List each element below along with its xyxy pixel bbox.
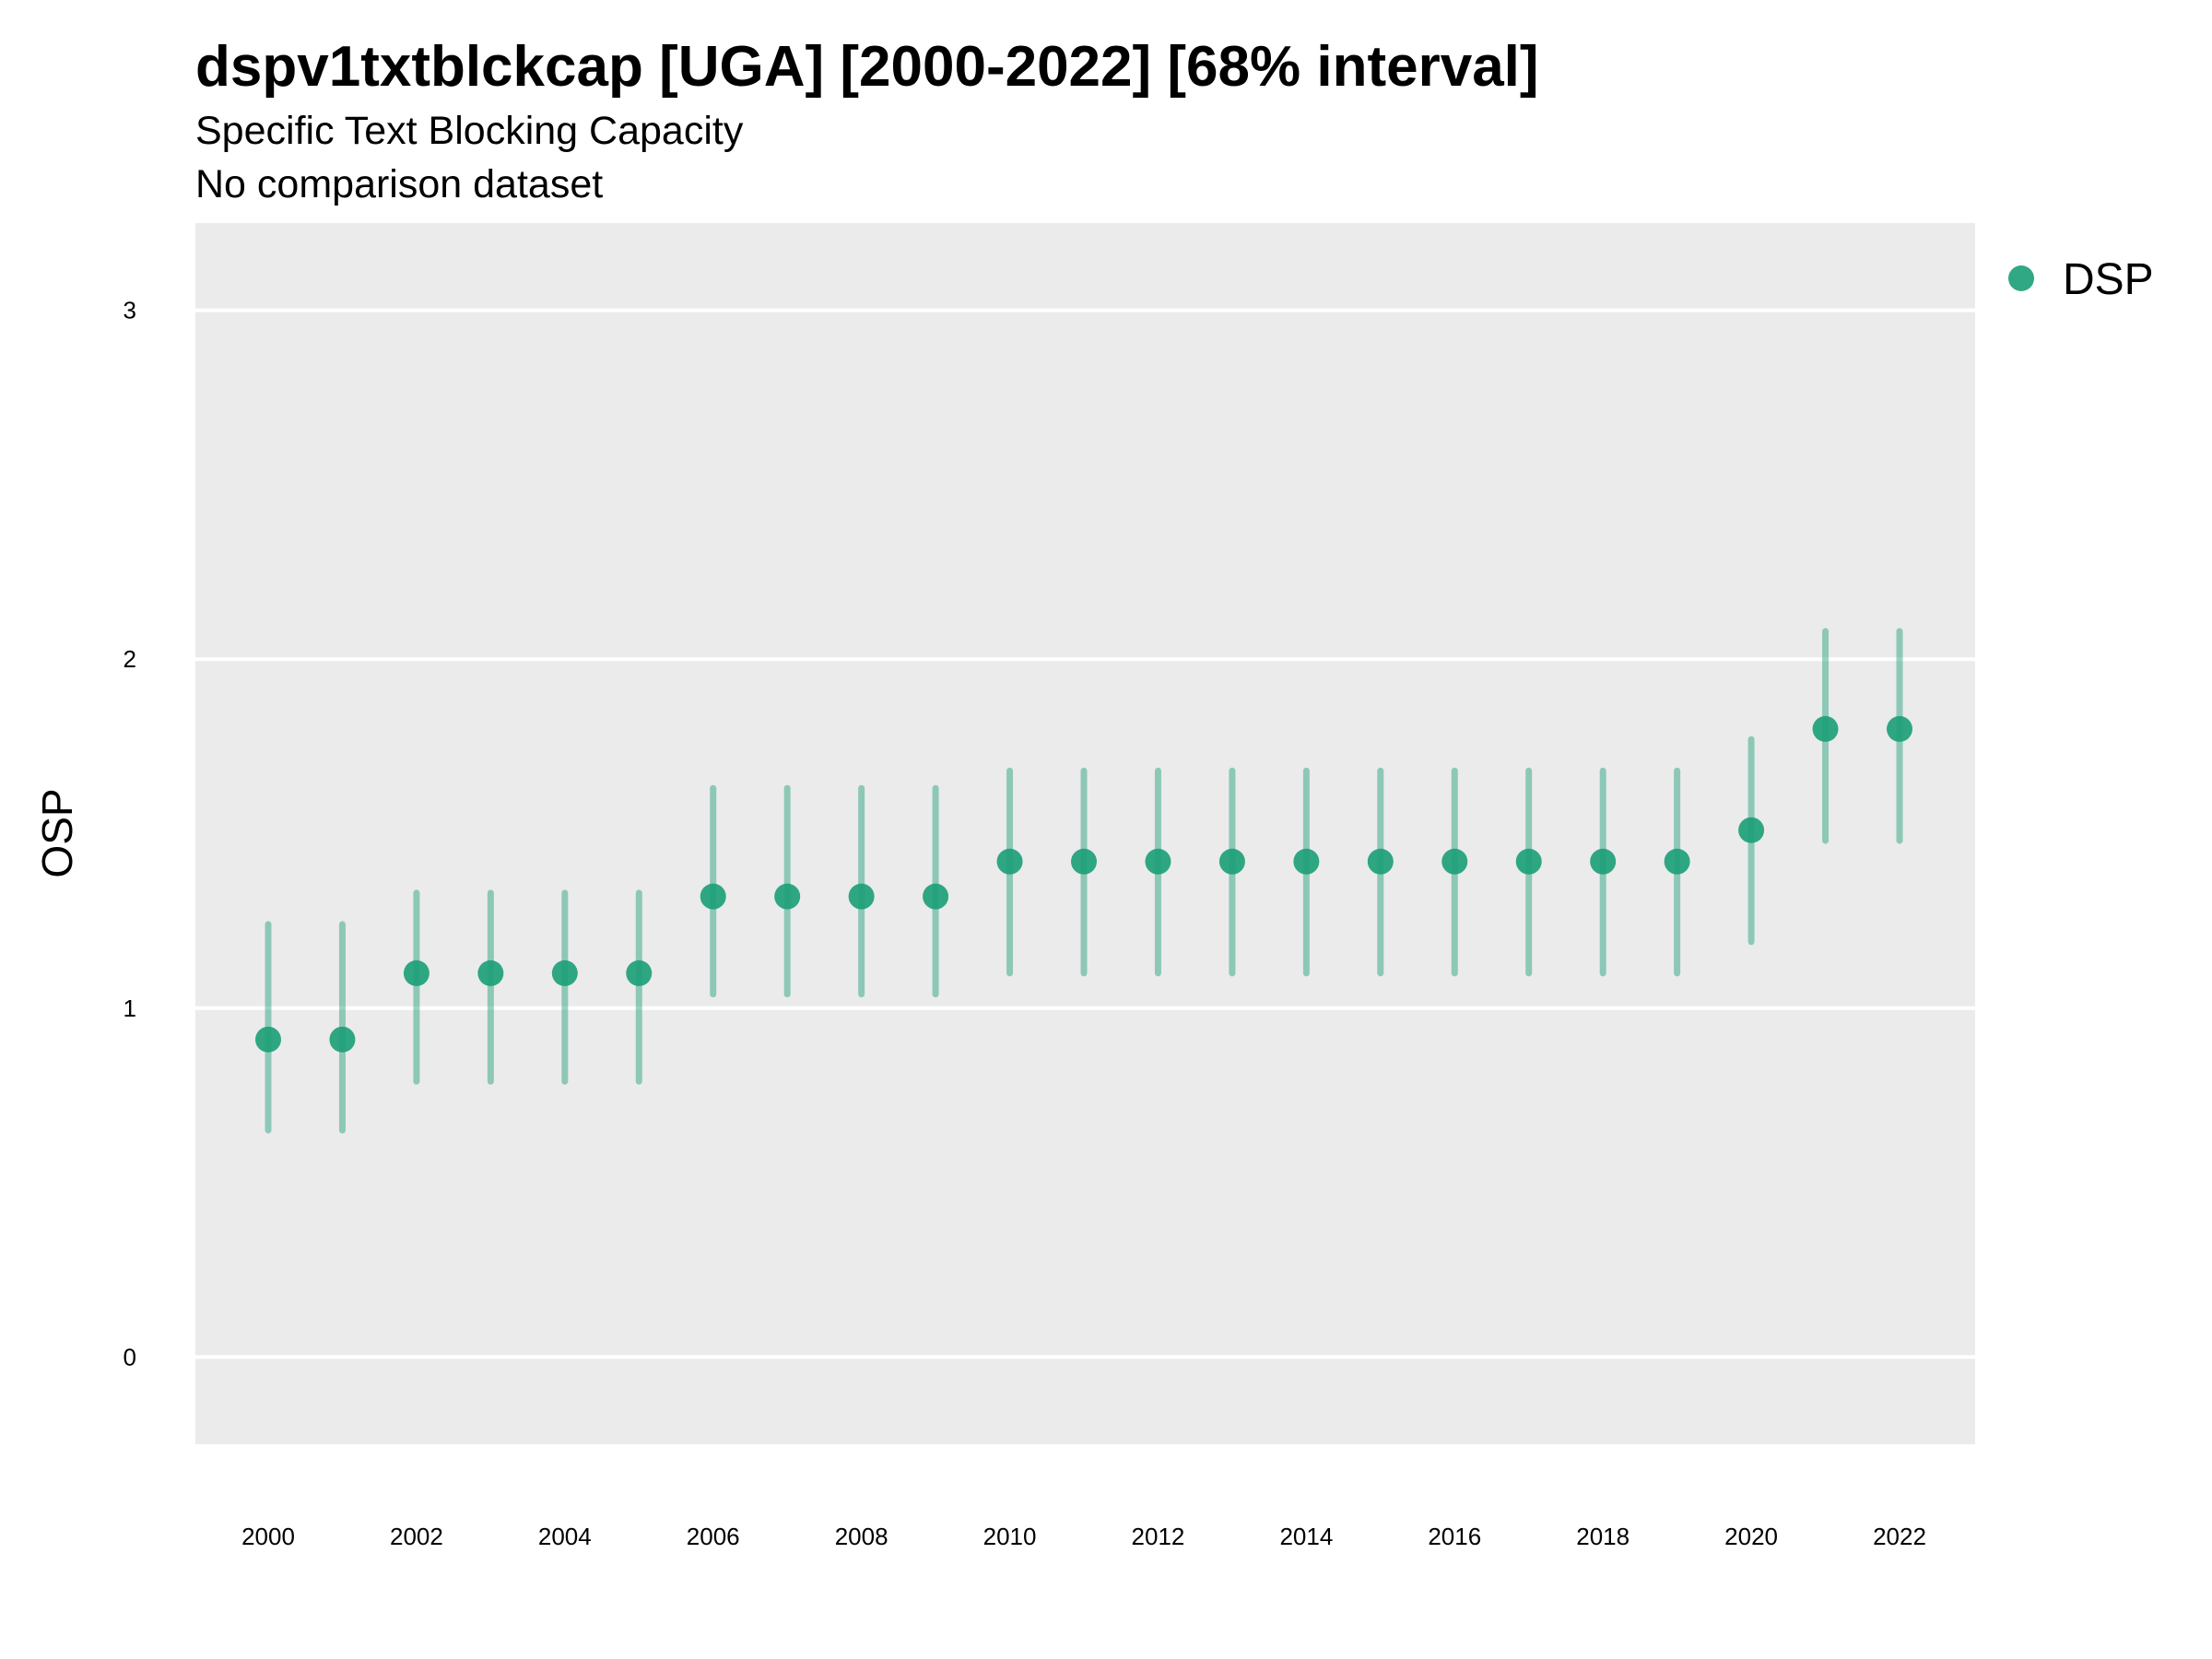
y-tick-label-2: 2 (124, 645, 136, 673)
data-point-2001 (329, 1026, 356, 1053)
data-point-2012 (1145, 848, 1171, 875)
data-point-2021 (1812, 715, 1839, 742)
y-tick-label-0: 0 (124, 1343, 136, 1371)
legend: DSP (2008, 255, 2154, 304)
data-point-2003 (477, 959, 504, 986)
x-tick-label-2006: 2006 (687, 1523, 740, 1550)
data-point-2005 (626, 959, 653, 986)
data-point-2006 (700, 883, 726, 910)
x-tick-label-2016: 2016 (1428, 1523, 1481, 1550)
x-tick-label-2008: 2008 (835, 1523, 888, 1550)
y-tick-label-1: 1 (124, 994, 136, 1022)
chart-subtitle: Specific Text Blocking Capacity (195, 109, 744, 153)
legend-label-dsp: DSP (2063, 255, 2154, 304)
data-point-2010 (996, 848, 1023, 875)
data-point-2007 (774, 883, 801, 910)
x-tick-label-2014: 2014 (1279, 1523, 1333, 1550)
data-point-2015 (1367, 848, 1394, 875)
data-point-2018 (1590, 848, 1617, 875)
x-tick-label-2010: 2010 (983, 1523, 1037, 1550)
x-tick-label-2000: 2000 (241, 1523, 295, 1550)
data-point-2008 (848, 883, 875, 910)
x-tick-label-2020: 2020 (1724, 1523, 1778, 1550)
grid-lines (195, 308, 1975, 1359)
x-tick-label-2018: 2018 (1576, 1523, 1630, 1550)
legend-marker-dsp (2008, 265, 2034, 291)
data-point-2009 (923, 883, 949, 910)
data-point-2019 (1664, 848, 1690, 875)
x-tick-labels: 2000 2002 2004 2006 2008 2010 2012 2014 2016 2018… (241, 1523, 1926, 1550)
data-series (255, 628, 1912, 1134)
series-dsp (255, 628, 1912, 1134)
data-point-2017 (1515, 848, 1542, 875)
data-point-2020 (1738, 817, 1765, 843)
x-tick-label-2012: 2012 (1132, 1523, 1185, 1550)
y-tick-label-3: 3 (124, 297, 136, 324)
data-point-2002 (403, 959, 429, 986)
data-point-2000 (255, 1026, 281, 1053)
data-point-2013 (1218, 848, 1245, 875)
data-point-2014 (1293, 848, 1320, 875)
y-tick-labels: 0 1 2 3 (124, 297, 136, 1371)
x-tick-label-2004: 2004 (538, 1523, 592, 1550)
data-point-2011 (1071, 848, 1097, 875)
data-point-2016 (1441, 848, 1468, 875)
plot-panel (195, 223, 1975, 1444)
data-point-2022 (1887, 715, 1912, 742)
y-axis-label: OSP (33, 788, 81, 877)
x-tick-label-2002: 2002 (390, 1523, 443, 1550)
x-tick-label-2022: 2022 (1873, 1523, 1926, 1550)
chart-title: dspv1txtblckcap [UGA] [2000-2022] [68% i… (195, 35, 1539, 99)
data-point-2004 (551, 959, 578, 986)
chart-subtitle-2: No comparison dataset (195, 162, 603, 206)
